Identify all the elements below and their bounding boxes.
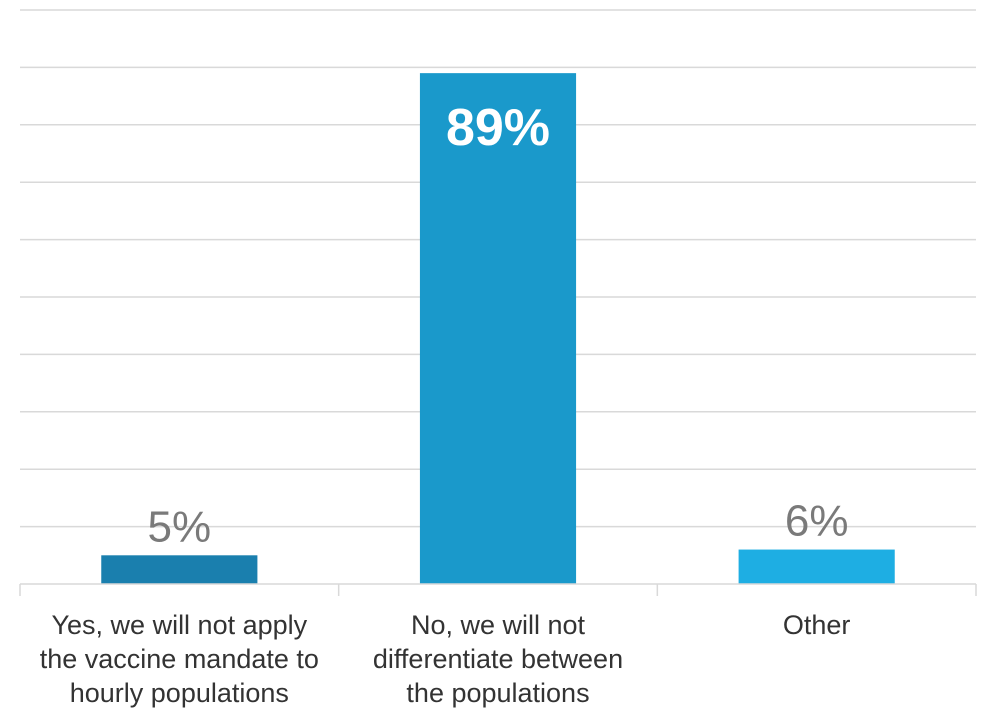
data-label: 89%	[446, 99, 550, 157]
bar	[101, 555, 258, 584]
category-label: the vaccine mandate to	[40, 644, 319, 674]
category-label: differentiate between	[373, 644, 623, 674]
category-label: No, we will not	[411, 610, 586, 640]
bar	[419, 73, 577, 584]
bars	[101, 73, 895, 584]
category-label: Yes, we will not apply	[52, 610, 308, 640]
x-axis	[19, 583, 977, 596]
category-label: Other	[783, 610, 851, 640]
category-label: hourly populations	[70, 678, 289, 708]
data-label: 5%	[148, 502, 212, 551]
category-label: the populations	[406, 678, 589, 708]
data-labels: 5% 89% 6%	[148, 99, 849, 551]
bar	[738, 549, 895, 584]
category-labels: Yes, we will not apply the vaccine mandat…	[40, 610, 851, 708]
data-label: 6%	[785, 497, 849, 546]
